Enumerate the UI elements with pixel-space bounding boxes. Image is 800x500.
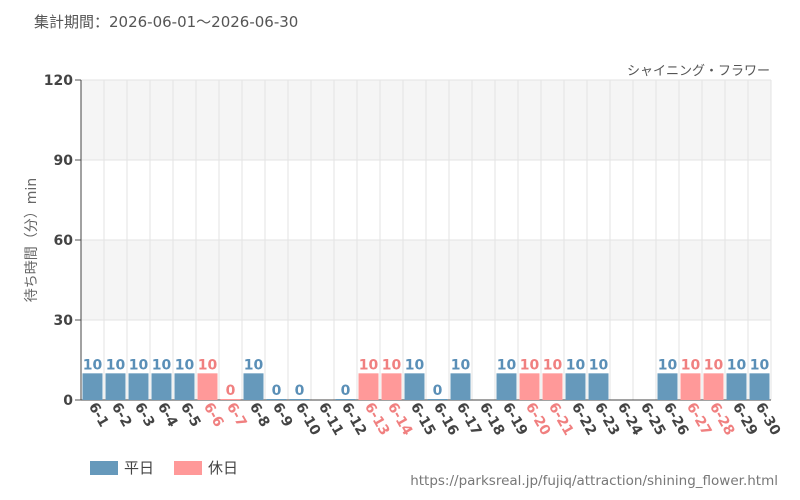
bar-6-27 (680, 373, 701, 400)
bar-label-6-6: 10 (198, 357, 218, 373)
bar-6-10 (289, 399, 310, 400)
bar-6-2 (105, 373, 126, 400)
bar-6-16 (427, 399, 448, 400)
bar-label-6-28: 10 (704, 357, 724, 373)
bar-6-28 (703, 373, 724, 400)
bar-label-6-2: 10 (106, 357, 126, 373)
x-tick-label-6-30: 6-30 (752, 400, 784, 439)
y-tick-label: 0 (63, 393, 73, 409)
bar-6-20 (519, 373, 540, 400)
bar-6-7 (220, 399, 241, 400)
bar-6-14 (381, 373, 402, 400)
chart-title: シャイニング・フラワー (627, 64, 770, 79)
bar-label-6-8: 10 (244, 357, 264, 373)
bar-6-29 (726, 373, 747, 400)
bar-label-6-4: 10 (152, 357, 172, 373)
bar-label-6-10: 0 (295, 383, 305, 399)
bar-6-3 (128, 373, 149, 400)
legend-item-holiday: 休日 (174, 457, 238, 478)
source-url[interactable]: https://parksreal.jp/fujiq/attraction/sh… (410, 473, 778, 489)
bars (82, 373, 770, 400)
y-axis-label: 待ち時間（分）min (24, 178, 40, 302)
bar-6-22 (565, 373, 586, 400)
y-tick-label: 30 (54, 313, 74, 329)
bar-6-17 (450, 373, 471, 400)
y-tick-label: 90 (54, 153, 74, 169)
bar-6-12 (335, 399, 356, 400)
bar-6-19 (496, 373, 517, 400)
x-tick-label-6-4: 6-4 (154, 400, 181, 430)
bar-6-26 (657, 373, 678, 400)
x-tick-label-6-8: 6-8 (246, 400, 273, 430)
bar-label-6-26: 10 (658, 357, 678, 373)
bar-label-6-9: 0 (272, 383, 282, 399)
x-tick-label-6-3: 6-3 (131, 400, 158, 430)
bar-label-6-22: 10 (566, 357, 586, 373)
y-tick-labels: 0 30 60 90 120 (44, 73, 73, 409)
legend-swatch-holiday (174, 460, 203, 475)
bar-label-6-5: 10 (175, 357, 195, 373)
bar-6-13 (358, 373, 379, 400)
bar-6-21 (542, 373, 563, 400)
bar-label-6-1: 10 (83, 357, 103, 373)
bar-6-23 (588, 373, 609, 400)
y-tick-label: 120 (44, 73, 73, 89)
legend: 平日 休日 (90, 457, 238, 478)
bar-label-6-29: 10 (727, 357, 747, 373)
bar-label-6-21: 10 (543, 357, 563, 373)
bar-label-6-16: 0 (433, 383, 443, 399)
x-tick-label-6-9: 6-9 (269, 400, 296, 430)
bar-6-9 (266, 399, 287, 400)
x-tick-label-6-2: 6-2 (108, 400, 135, 430)
x-tick-labels: 6-16-26-36-46-56-66-76-86-96-106-116-126… (85, 400, 784, 439)
y-tick-label: 60 (54, 233, 74, 249)
axes (75, 79, 771, 401)
bar-label-6-12: 0 (341, 383, 351, 399)
bar-6-15 (404, 373, 425, 400)
bar-label-6-19: 10 (497, 357, 517, 373)
bar-label-6-14: 10 (382, 357, 402, 373)
x-tick-label-6-5: 6-5 (177, 400, 204, 430)
bar-label-6-27: 10 (681, 357, 701, 373)
legend-item-weekday: 平日 (90, 457, 154, 478)
bar-label-6-30: 10 (750, 357, 770, 373)
legend-swatch-weekday (90, 460, 118, 475)
bar-6-1 (82, 373, 103, 400)
bar-label-6-7: 0 (226, 383, 236, 399)
bar-6-5 (174, 373, 195, 400)
bar-6-30 (749, 373, 770, 400)
bar-label-6-23: 10 (589, 357, 609, 373)
bar-6-6 (197, 373, 218, 400)
bar-label-6-13: 10 (359, 357, 379, 373)
bar-6-4 (151, 373, 172, 400)
period-text: 集計期間：2026-06-01～2026-06-30 (34, 13, 299, 31)
legend-label-holiday: 休日 (208, 459, 239, 477)
bar-label-6-15: 10 (405, 357, 425, 373)
legend-label-weekday: 平日 (124, 459, 155, 477)
x-tick-label-6-1: 6-1 (85, 400, 112, 430)
bar-6-8 (243, 373, 264, 400)
bar-label-6-17: 10 (451, 357, 471, 373)
bar-label-6-3: 10 (129, 357, 149, 373)
x-tick-label-6-6: 6-6 (200, 400, 227, 430)
x-tick-label-6-7: 6-7 (223, 400, 250, 430)
bar-label-6-20: 10 (520, 357, 540, 373)
